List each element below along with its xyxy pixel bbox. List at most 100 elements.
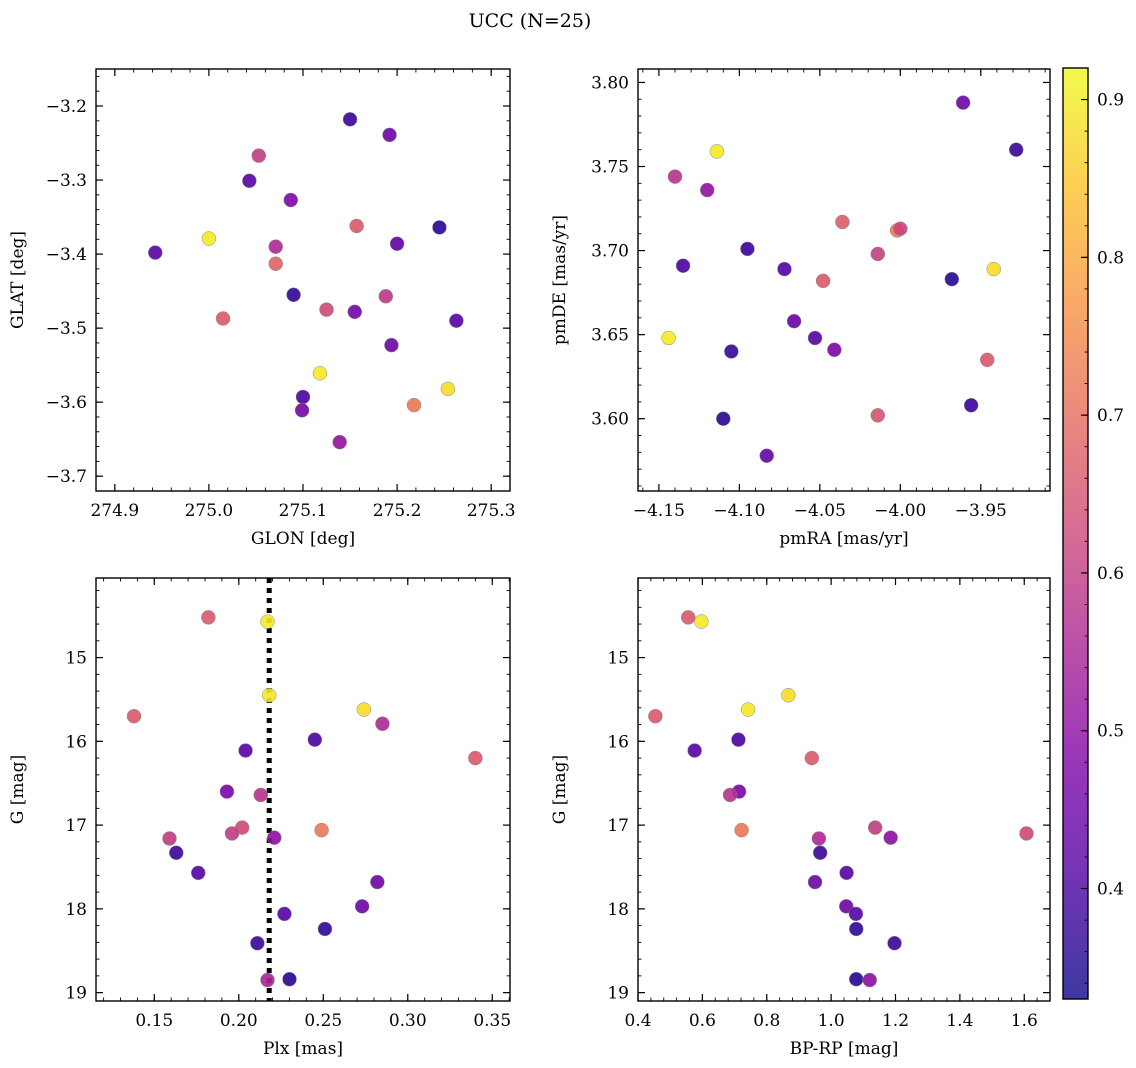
data-point	[224, 826, 240, 841]
data-point	[268, 256, 283, 271]
data-point	[979, 352, 995, 368]
data-point	[699, 182, 715, 198]
y-tick-label: 3.80	[591, 73, 629, 93]
x-tick-label: 0.6	[689, 1011, 716, 1031]
data-point	[169, 845, 184, 860]
data-point	[347, 304, 362, 320]
data-point	[384, 337, 399, 353]
data-point	[867, 820, 883, 835]
data-point	[201, 231, 217, 246]
data-point	[382, 127, 397, 143]
x-tick-label: 0.25	[304, 1011, 342, 1031]
data-point	[190, 865, 206, 881]
colorbar-tick-label: 0.8	[1097, 248, 1124, 268]
data-point	[661, 330, 676, 346]
y-tick-label: 16	[65, 732, 87, 752]
data-point	[253, 787, 269, 803]
y-tick-label: −3.6	[46, 393, 87, 413]
y-tick-label: 3.65	[591, 326, 629, 346]
data-point	[740, 241, 755, 257]
data-point	[260, 614, 275, 629]
data-point	[1019, 826, 1034, 841]
x-tick-label: 1.0	[818, 1011, 845, 1031]
data-point	[777, 261, 792, 277]
data-point	[731, 732, 746, 747]
x-tick-label: −4.00	[874, 501, 926, 521]
colorbar-tick-label: 0.5	[1097, 722, 1124, 742]
data-point	[295, 389, 311, 405]
x-tick-label: −4.10	[713, 501, 765, 521]
data-point	[406, 397, 422, 413]
y-axis-label: GLAT [deg]	[8, 231, 28, 329]
data-point	[694, 614, 709, 629]
data-point	[1008, 142, 1024, 157]
y-tick-label: −3.4	[46, 245, 87, 265]
data-point	[286, 287, 301, 303]
colorbar-gradient	[1063, 68, 1088, 999]
data-point	[268, 239, 283, 254]
x-tick-label: 0.20	[220, 1011, 258, 1031]
data-point	[389, 236, 405, 251]
data-point	[432, 220, 447, 235]
data-point	[242, 173, 257, 189]
x-tick-label: 0.15	[135, 1011, 173, 1031]
data-point	[238, 743, 253, 758]
x-tick-label: 0.4	[624, 1011, 651, 1031]
y-tick-label: 19	[607, 984, 629, 1004]
data-point	[319, 302, 334, 317]
y-tick-label: −3.3	[46, 171, 87, 191]
data-point	[870, 246, 886, 262]
panel-1: 274.9 275.0 275.1 275.2 275.3 −3.7 −3.6 −3.5 −3.…	[8, 68, 516, 549]
x-tick-label: 275.3	[467, 501, 516, 521]
y-axis-label: G [mag]	[550, 755, 570, 824]
data-point	[667, 169, 683, 184]
data-point	[317, 921, 333, 937]
data-point	[370, 874, 385, 890]
y-tick-label: −3.7	[46, 467, 87, 487]
data-point	[277, 906, 292, 922]
data-point	[887, 935, 902, 951]
colorbar-frame	[1062, 67, 1089, 1000]
axes-frame	[95, 68, 511, 492]
data-point	[148, 245, 163, 260]
y-tick-label: 16	[607, 732, 629, 752]
data-point	[827, 342, 842, 358]
data-point	[126, 708, 142, 724]
data-point	[260, 972, 275, 988]
colorbar-tick-label: 0.4	[1097, 880, 1124, 900]
data-point	[786, 313, 802, 329]
data-point	[250, 935, 265, 951]
y-tick-label: 18	[65, 900, 87, 920]
data-point	[955, 95, 971, 110]
data-point	[267, 830, 282, 845]
data-point	[356, 702, 372, 717]
y-tick-label: 3.60	[591, 410, 629, 430]
data-point	[283, 192, 299, 208]
panel-4: 0.4 0.6 0.8 1.0 1.2 1.4 1.6 15 16 17 18 19 BP-RP [ma…	[550, 577, 1051, 1059]
data-point	[848, 921, 864, 937]
data-point	[709, 144, 725, 159]
data-point	[848, 906, 864, 922]
x-axis-label: Plx [mas]	[263, 1039, 343, 1059]
data-point	[716, 411, 731, 426]
y-tick-label: 18	[607, 900, 629, 920]
data-point	[963, 398, 979, 413]
x-tick-label: 0.35	[473, 1011, 511, 1031]
colorbar-tick-label: 0.7	[1097, 406, 1124, 426]
x-tick-label: 275.0	[185, 501, 234, 521]
x-tick-label: 0.8	[753, 1011, 780, 1031]
data-point	[215, 311, 231, 326]
data-point	[440, 381, 456, 397]
x-axis-label: GLON [deg]	[251, 529, 355, 549]
y-tick-label: −3.5	[46, 319, 87, 339]
axes-frame	[637, 577, 1051, 1002]
data-point	[893, 221, 908, 236]
x-tick-label: 1.6	[1011, 1011, 1038, 1031]
data-point	[734, 822, 749, 838]
y-tick-label: −3.2	[46, 97, 87, 117]
data-point	[332, 434, 347, 450]
colorbar-tick-label: 0.6	[1097, 564, 1124, 584]
data-point	[449, 313, 464, 328]
x-tick-label: 275.2	[373, 501, 422, 521]
